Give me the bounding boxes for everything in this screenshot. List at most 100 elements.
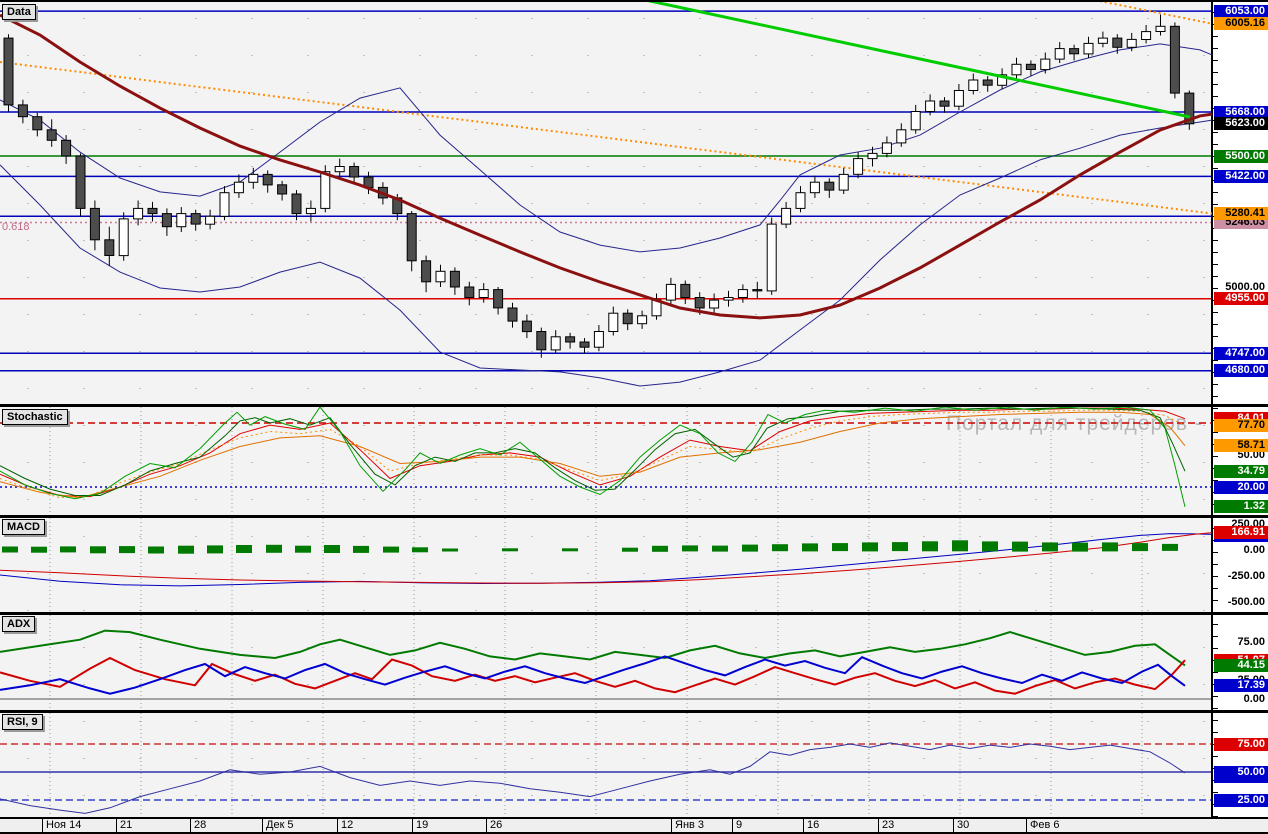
candle-body: [3, 37, 14, 106]
candle-body: [406, 213, 417, 262]
candle-body: [277, 184, 288, 195]
candle-body: [910, 111, 921, 131]
candle-body: [968, 79, 979, 91]
candle-body: [133, 207, 144, 220]
candle-body: [637, 315, 648, 325]
candle-body: [1011, 63, 1022, 76]
macd-histogram-bar: [562, 548, 578, 552]
candle-body: [766, 223, 777, 292]
series-bollinger-lower: [0, 119, 1213, 387]
candle-body: [89, 207, 100, 241]
date-axis-label: 28: [194, 819, 207, 831]
series-bollinger-upper: [0, 43, 1213, 253]
candle-body: [680, 283, 691, 298]
date-axis-label: Дек 5: [266, 819, 294, 831]
candle-body: [17, 104, 28, 118]
date-axis-separator: [1026, 819, 1027, 832]
candle-body: [349, 166, 360, 178]
candle-body: [925, 100, 936, 112]
panel-title-stochastic[interactable]: Stochastic: [2, 409, 68, 425]
candle-body: [233, 181, 244, 194]
series-stoch-green-slow: [0, 407, 1186, 496]
candle-body: [536, 331, 547, 351]
candle-body: [46, 129, 57, 141]
candle-body: [1069, 48, 1080, 55]
date-axis-label: 21: [120, 819, 133, 831]
series-rsi-line: [0, 742, 1186, 814]
macd-histogram-bar: [1012, 541, 1028, 552]
panel-title-adx[interactable]: ADX: [2, 616, 36, 632]
macd-histogram-bar: [295, 545, 311, 553]
candle-body: [665, 283, 676, 301]
candle-body: [593, 331, 604, 348]
candle-body: [1155, 25, 1166, 32]
panel-title-rsi[interactable]: RSI, 9: [2, 714, 43, 730]
candle-body: [219, 192, 230, 217]
candle-body: [248, 173, 259, 183]
candle-body: [881, 142, 892, 154]
macd-histogram-bar: [236, 545, 252, 553]
macd-histogram-bar: [60, 546, 76, 553]
macd-histogram-bar: [952, 540, 968, 552]
candle-body: [1083, 42, 1094, 55]
candle-body: [118, 218, 129, 257]
candle-body: [32, 116, 43, 131]
date-axis-label: 30: [957, 819, 970, 831]
candle-body: [795, 192, 806, 209]
date-axis-separator: [732, 819, 733, 832]
candle-body: [694, 297, 705, 309]
date-axis-separator: [486, 819, 487, 832]
date-axis-separator: [803, 819, 804, 832]
candle-body: [550, 336, 561, 351]
candle-body: [61, 139, 72, 157]
trendline: [0, 61, 1213, 215]
macd-histogram-bar: [31, 546, 47, 553]
candle-body: [1141, 31, 1152, 41]
macd-histogram-bar: [652, 545, 668, 552]
series-stoch-orange-slow: [0, 411, 1186, 499]
panel-separator: [0, 612, 1268, 615]
macd-histogram-bar: [178, 545, 194, 554]
candle-body: [1112, 37, 1123, 48]
macd-histogram-bar: [922, 541, 938, 552]
panel-separator: [0, 404, 1268, 407]
candle-body: [464, 286, 475, 298]
candle-body: [1169, 25, 1180, 94]
macd-histogram-bar: [2, 546, 18, 553]
macd-histogram-bar: [1132, 543, 1148, 552]
macd-histogram-bar: [266, 544, 282, 553]
candle-body: [565, 336, 576, 343]
candle-body: [478, 289, 489, 299]
panel-title-data[interactable]: Data: [2, 4, 36, 20]
macd-histogram-bar: [1042, 542, 1058, 552]
macd-histogram-bar: [324, 545, 340, 553]
date-axis[interactable]: Ноя 14 21 28 Дек 5 12 19 26 Янв 3 9 16 23 30 Фев 6: [0, 819, 1268, 832]
trendline: [645, 0, 1191, 119]
candle-body: [579, 341, 590, 348]
candle-body: [723, 297, 734, 301]
series-stoch-orange-fast: [0, 409, 1186, 499]
candle-body: [953, 90, 964, 107]
series-adx-plus-di: [0, 656, 1186, 695]
macd-histogram-bar: [119, 546, 135, 554]
date-axis-label: 16: [807, 819, 820, 831]
panel-title-macd[interactable]: MACD: [2, 519, 45, 535]
macd-histogram-bar: [862, 542, 878, 552]
macd-histogram-bar: [148, 546, 164, 554]
candle-body: [104, 239, 115, 257]
candle-body: [320, 171, 331, 209]
candle-body: [982, 79, 993, 86]
date-axis-separator: [262, 819, 263, 832]
series-stoch-red: [0, 407, 1186, 498]
candle-body: [435, 270, 446, 283]
date-axis-label: 26: [490, 819, 503, 831]
candle-body: [853, 158, 864, 175]
macd-histogram-bar: [353, 545, 369, 553]
candle-body: [507, 307, 518, 322]
fibonacci-level-label: 0.618: [2, 221, 30, 233]
candle-body: [896, 129, 907, 144]
date-axis-label: Янв 3: [675, 819, 705, 831]
candle-body: [939, 100, 950, 107]
candle-body: [205, 215, 216, 225]
